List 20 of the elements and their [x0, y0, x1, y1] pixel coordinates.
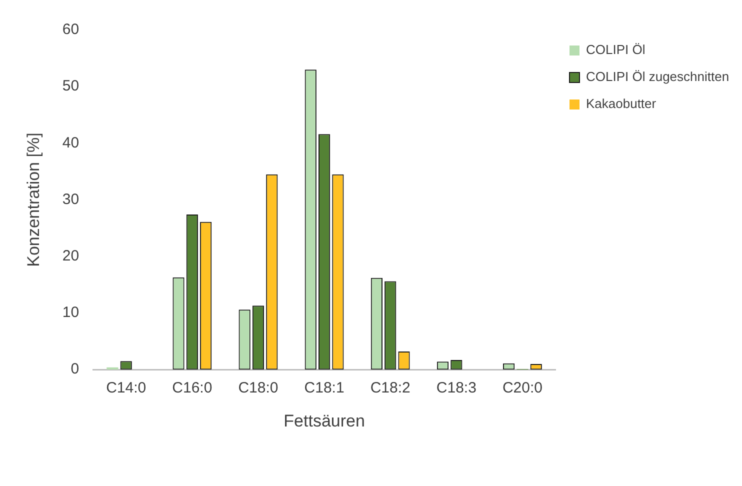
- x-tick-label: C18:2: [370, 380, 410, 397]
- y-tick-label: 50: [62, 78, 80, 95]
- legend-label: Kakaobutter: [586, 96, 657, 112]
- x-tick-label: C18:3: [436, 380, 476, 397]
- x-tick-label: C18:1: [304, 380, 344, 397]
- x-tick-label: C18:0: [238, 380, 278, 397]
- x-axis-title: Fettsäuren: [284, 411, 365, 430]
- x-tick-label: C20:0: [502, 380, 542, 397]
- bar: [106, 367, 118, 370]
- y-tick-label: 30: [62, 190, 80, 208]
- x-tick-label: C14:0: [106, 380, 146, 397]
- y-tick-label: 60: [62, 21, 80, 38]
- y-tick-label: 10: [62, 304, 80, 322]
- y-tick-label: 0: [70, 360, 80, 378]
- y-tick-label: 40: [62, 134, 80, 152]
- legend-label: COLIPI Öl zugeschnitten: [586, 69, 730, 84]
- legend-label: COLIPI Öl: [586, 42, 646, 58]
- y-tick-label: 20: [62, 248, 80, 265]
- y-axis-title: Konzentration [%]: [24, 132, 43, 267]
- x-tick-label: C16:0: [172, 380, 212, 397]
